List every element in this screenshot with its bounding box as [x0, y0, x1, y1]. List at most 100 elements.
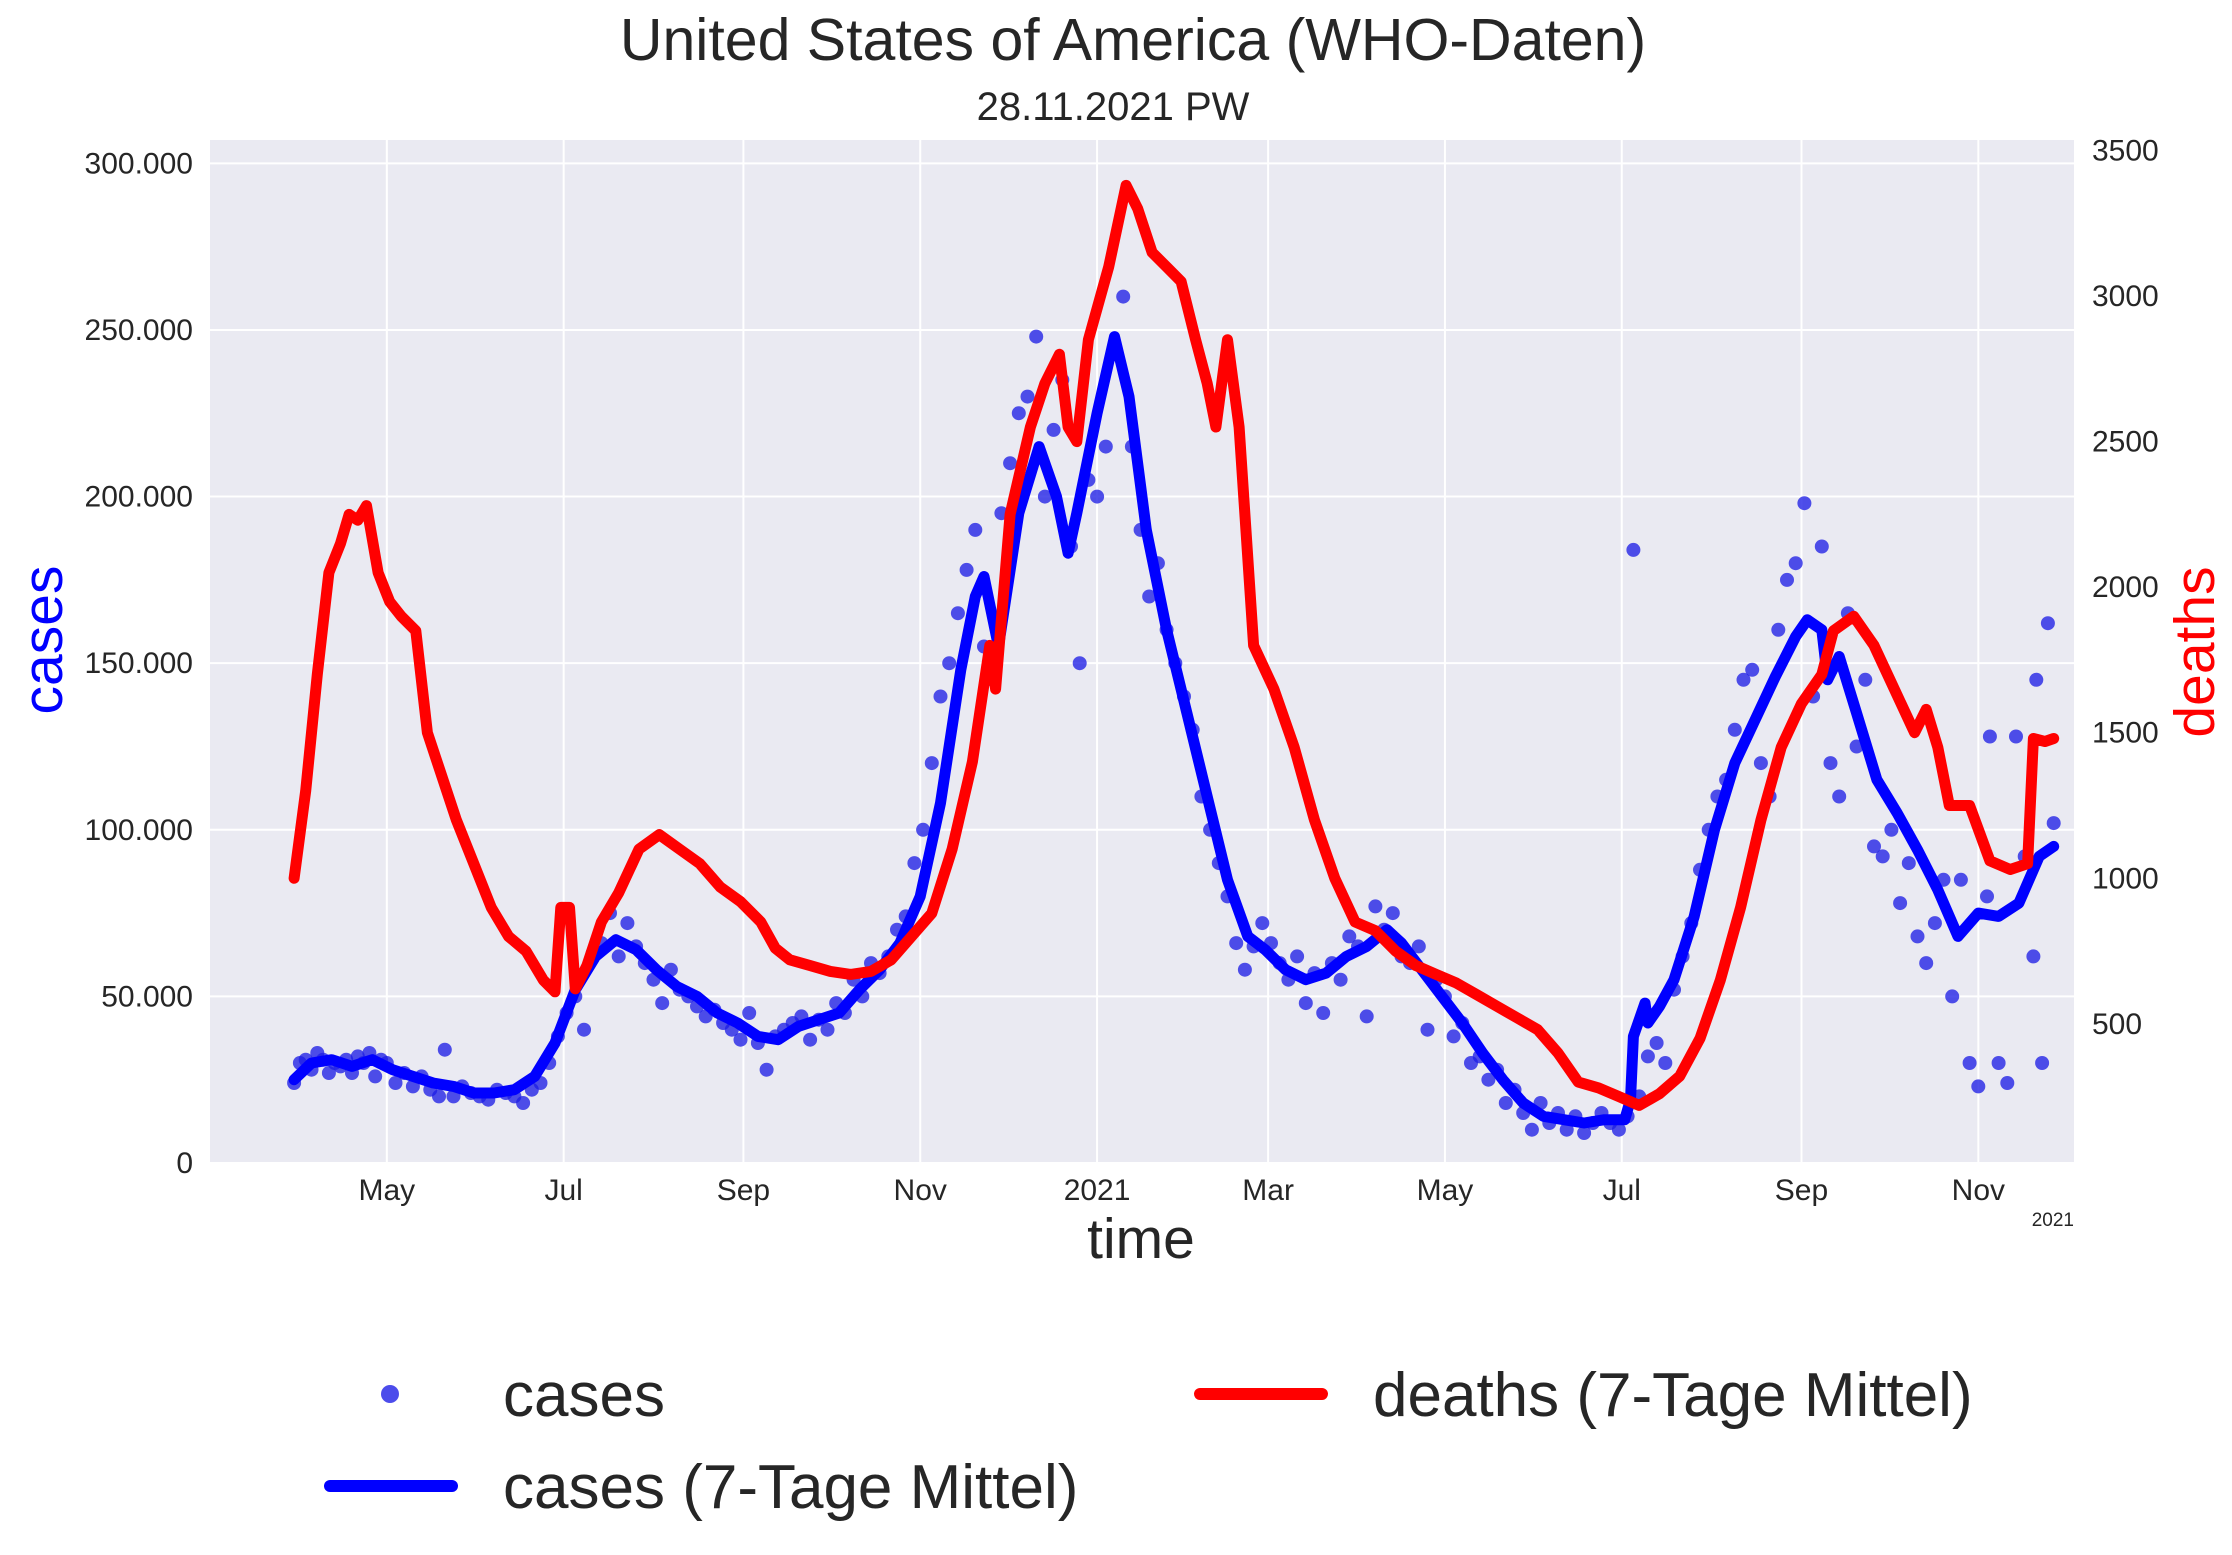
- cases-point: [2000, 1076, 2015, 1090]
- cases-point: [1884, 822, 1899, 837]
- legend-cases-marker: [381, 1385, 399, 1403]
- cases-point: [733, 1032, 748, 1047]
- y-right-tick-labels: 500 1000 1500 2000 2500 3000 3500: [2092, 134, 2159, 1040]
- y-axis-label-left: cases: [11, 566, 75, 715]
- cases-point: [1736, 672, 1751, 687]
- cases-point: [1867, 839, 1881, 854]
- cases-point: [1927, 916, 1942, 931]
- y-left-tick-label: 150.000: [85, 647, 193, 680]
- cases-point: [1420, 1022, 1435, 1037]
- cases-point: [1090, 489, 1105, 504]
- cases-point: [577, 1022, 591, 1037]
- cases-7-day-average-line: [288, 331, 2060, 1129]
- x-tick-label: Jul: [544, 1174, 582, 1207]
- cases-point: [1753, 756, 1768, 771]
- y-left-tick-label: 200.000: [85, 481, 193, 514]
- cases-point: [1982, 729, 1997, 744]
- cases-point: [1237, 962, 1252, 977]
- cases-point: [1980, 889, 1994, 904]
- cases-point: [1858, 672, 1873, 687]
- cases-point: [1072, 656, 1087, 671]
- y-left-tick-label: 300.000: [85, 147, 193, 180]
- cases-point: [2026, 949, 2041, 964]
- cases-point: [2040, 616, 2055, 631]
- x-tick-label: May: [1417, 1174, 1474, 1207]
- deaths-7-day-average-line: [288, 179, 2060, 1111]
- cases-point: [1910, 929, 1925, 944]
- cases-point: [1481, 1072, 1496, 1087]
- cases-point: [1658, 1056, 1673, 1070]
- cases-point: [1290, 949, 1305, 964]
- cases-point: [1797, 496, 1812, 511]
- cases-point: [1893, 896, 1908, 911]
- cases-point: [611, 949, 626, 964]
- cases-point: [1411, 939, 1426, 954]
- x-tick-label: May: [358, 1174, 415, 1207]
- cases-point: [1823, 756, 1838, 771]
- cases-point: [1875, 849, 1890, 864]
- cases-point: [1029, 329, 1044, 344]
- x-tick-label: Nov: [1952, 1174, 2005, 1207]
- y-left-tick-label: 250.000: [85, 314, 193, 347]
- cases-point: [620, 916, 635, 931]
- cases-point: [1368, 899, 1383, 914]
- cases-point: [1814, 539, 1829, 554]
- cases-point: [1901, 856, 1916, 871]
- cases-point: [820, 1022, 835, 1037]
- cases-point: [1919, 956, 1934, 971]
- cases-point: [1991, 1056, 2006, 1070]
- cases-point: [759, 1062, 774, 1077]
- cases-point: [1953, 872, 1968, 887]
- cases-point: [516, 1096, 531, 1110]
- legend: cases cases (7-Tage Mittel) deaths (7-Ta…: [324, 1361, 1973, 1522]
- x-offset-label: 2021: [2032, 1210, 2074, 1231]
- cases-point: [2046, 816, 2061, 831]
- y-left-tick-label: 0: [176, 1147, 193, 1180]
- cases-point: [1255, 916, 1270, 931]
- legend-label-cases-avg: cases (7-Tage Mittel): [503, 1453, 1078, 1522]
- cases-point: [1577, 1126, 1592, 1140]
- chart-title: United States of America (WHO-Daten): [620, 7, 1646, 73]
- cases-point: [933, 689, 948, 704]
- cases-point: [1832, 789, 1847, 804]
- cases-point: [1780, 572, 1794, 587]
- cases-point: [907, 856, 922, 871]
- cases-point: [2009, 729, 2023, 744]
- cases-point: [803, 1032, 818, 1047]
- cases-point: [924, 756, 939, 771]
- cases-point: [968, 522, 983, 537]
- y-right-tick-label: 1500: [2092, 717, 2159, 750]
- cases-point: [1316, 1006, 1331, 1020]
- x-tick-labels: May Jul Sep Nov 2021 Mar May Jul Sep Nov: [358, 1174, 2005, 1207]
- cases-point: [1962, 1056, 1977, 1070]
- cases-point: [1003, 456, 1018, 471]
- cases-point: [1771, 622, 1786, 637]
- cases-point: [1626, 542, 1641, 557]
- x-tick-label: Jul: [1603, 1174, 1641, 1207]
- cases-point: [1229, 936, 1244, 951]
- plot-area: [210, 140, 2074, 1163]
- cases-point: [1971, 1079, 1986, 1094]
- x-tick-label: Nov: [894, 1174, 947, 1207]
- y-right-tick-label: 2000: [2092, 571, 2159, 604]
- cases-point: [1498, 1096, 1513, 1110]
- x-tick-label: 2021: [1064, 1174, 1131, 1207]
- y-left-tick-label: 50.000: [101, 980, 193, 1013]
- y-right-tick-label: 500: [2092, 1008, 2142, 1041]
- y-right-tick-label: 1000: [2092, 862, 2159, 895]
- y-right-tick-label: 3500: [2092, 134, 2159, 167]
- x-tick-label: Mar: [1242, 1174, 1294, 1207]
- legend-label-deaths-avg: deaths (7-Tage Mittel): [1373, 1361, 1973, 1430]
- cases-point: [742, 1006, 757, 1020]
- cases-point: [655, 996, 670, 1011]
- cases-point: [1446, 1029, 1461, 1044]
- cases-point: [950, 606, 965, 621]
- cases-point: [2029, 672, 2044, 687]
- cases-point: [1788, 556, 1803, 571]
- cases-point: [1046, 422, 1061, 437]
- cases-point: [1142, 589, 1157, 604]
- chart-subtitle: 28.11.2021 PW: [977, 85, 1250, 129]
- cases-point: [942, 656, 957, 671]
- y-right-tick-label: 3000: [2092, 280, 2159, 313]
